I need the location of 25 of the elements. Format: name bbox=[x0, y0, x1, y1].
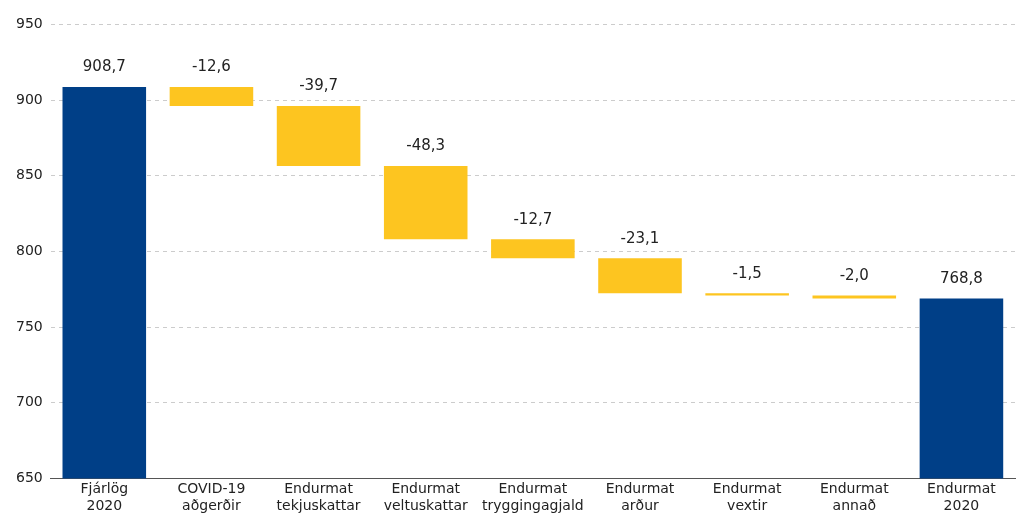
x-tick-label: Endurmat vextir bbox=[712, 480, 782, 514]
y-tick-label: 950 bbox=[15, 15, 43, 32]
x-tick-label: Endurmat 2020 bbox=[927, 480, 997, 514]
data-label: -2,0 bbox=[839, 265, 869, 284]
data-label: -23,1 bbox=[620, 228, 660, 247]
y-tick-label: 750 bbox=[15, 317, 43, 334]
data-label: 768,8 bbox=[939, 269, 983, 288]
x-tick-label: Endurmat tryggingagjald bbox=[482, 480, 584, 514]
x-tick-label: Endurmat veltuskattar bbox=[383, 480, 469, 514]
data-label: -12,6 bbox=[192, 57, 231, 76]
y-tick-label: 900 bbox=[15, 90, 43, 107]
y-tick-label: 650 bbox=[15, 469, 43, 486]
x-tick-label: Endurmat tekjuskattar bbox=[276, 480, 361, 514]
data-label: -12,7 bbox=[513, 209, 553, 228]
x-tick-label: COVID-19 aðgerðir bbox=[177, 480, 246, 514]
x-tick-label: Fjárlög 2020 bbox=[80, 480, 129, 514]
y-tick-label: 800 bbox=[15, 242, 43, 259]
data-label: -39,7 bbox=[299, 76, 338, 95]
data-label: -1,5 bbox=[732, 263, 762, 282]
data-label: 908,7 bbox=[82, 57, 126, 76]
x-tick-label: Endurmat arður bbox=[605, 480, 675, 514]
y-tick-label: 700 bbox=[15, 393, 43, 410]
x-tick-label: Endurmat annað bbox=[819, 480, 890, 514]
y-tick-label: 850 bbox=[15, 166, 43, 183]
data-label: -48,3 bbox=[406, 136, 446, 155]
